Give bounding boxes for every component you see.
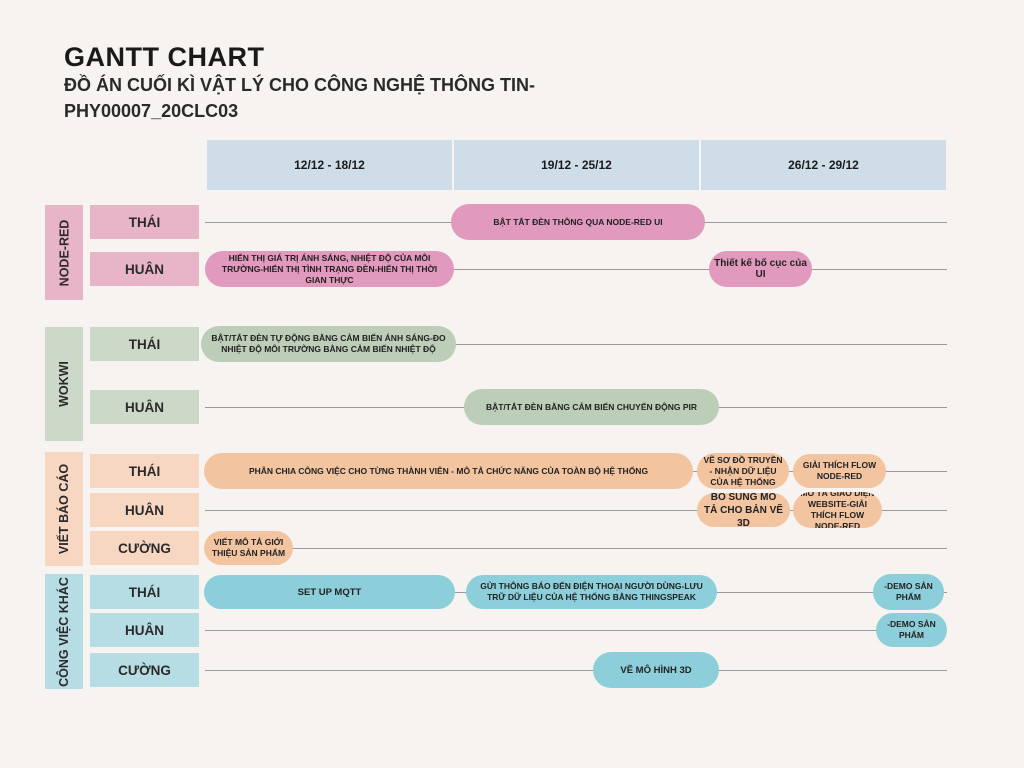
member-label: THÁI bbox=[90, 575, 199, 609]
member-label: CƯỜNG bbox=[90, 653, 199, 687]
member-label: HUÂN bbox=[90, 613, 199, 647]
group-label-text: WOKWI bbox=[57, 361, 72, 407]
period-header: 12/12 - 18/12 bbox=[207, 140, 452, 190]
member-label: THÁI bbox=[90, 454, 199, 488]
task-bar: Thiết kế bố cục của UI bbox=[709, 251, 812, 287]
task-bar: -DEMO SẢN PHẨM bbox=[873, 574, 944, 610]
group-label-1: WOKWI bbox=[45, 327, 83, 441]
period-header: 26/12 - 29/12 bbox=[701, 140, 946, 190]
group-label-text: NODE-RED bbox=[57, 219, 72, 286]
member-label: CƯỜNG bbox=[90, 531, 199, 565]
row-gridline bbox=[205, 510, 947, 511]
chart-title: GANTT CHART bbox=[64, 42, 265, 72]
row-gridline bbox=[205, 548, 947, 549]
group-label-0: NODE-RED bbox=[45, 205, 83, 300]
task-bar: HIỂN THỊ GIÁ TRỊ ÁNH SÁNG, NHIỆT ĐỘ CỦA … bbox=[205, 251, 454, 287]
task-bar: BỔ SUNG MÔ TẢ CHO BẢN VẼ 3D bbox=[697, 493, 790, 527]
group-label-text: CÔNG VIỆC KHÁC bbox=[57, 576, 72, 687]
task-bar: VẼ SƠ ĐỒ TRUYỀN - NHẬN DỮ LIỆU CỦA HỆ TH… bbox=[697, 453, 789, 489]
task-bar: BẬT/TẮT ĐÈN BẰNG CẢM BIẾN CHUYỂN ĐỘNG PI… bbox=[464, 389, 719, 425]
task-bar: VẼ MÔ HÌNH 3D bbox=[593, 652, 719, 688]
member-label: HUÂN bbox=[90, 252, 199, 286]
task-bar: MÔ TẢ GIAO DIỆN WEBSITE-GIẢI THÍCH FLOW … bbox=[793, 492, 882, 528]
task-bar: BẬT/TẮT ĐÈN TỰ ĐỘNG BẰNG CẢM BIẾN ÁNH SÁ… bbox=[201, 326, 456, 362]
member-label: HUÂN bbox=[90, 493, 199, 527]
member-label: THÁI bbox=[90, 205, 199, 239]
group-label-3: CÔNG VIỆC KHÁC bbox=[45, 574, 83, 689]
task-bar: GIẢI THÍCH FLOW NODE-RED bbox=[793, 454, 886, 488]
task-bar: BẬT TẮT ĐÈN THÔNG QUA NODE-RED UI bbox=[451, 204, 705, 240]
row-gridline bbox=[205, 670, 947, 671]
chart-subtitle: ĐỒ ÁN CUỐI KÌ VẬT LÝ CHO CÔNG NGHỆ THÔNG… bbox=[64, 75, 535, 121]
task-bar: SET UP MQTT bbox=[204, 575, 455, 609]
group-label-2: VIẾT BÁO CÁO bbox=[45, 452, 83, 566]
row-gridline bbox=[205, 269, 947, 270]
group-label-text: VIẾT BÁO CÁO bbox=[57, 463, 72, 555]
row-gridline bbox=[205, 630, 947, 631]
member-label: HUÂN bbox=[90, 390, 199, 424]
period-header: 19/12 - 25/12 bbox=[454, 140, 699, 190]
task-bar: -DEMO SẢN PHẨM bbox=[876, 613, 947, 647]
task-bar: PHÂN CHIA CÔNG VIỆC CHO TỪNG THÀNH VIÊN … bbox=[204, 453, 693, 489]
member-label: THÁI bbox=[90, 327, 199, 361]
row-gridline bbox=[205, 344, 947, 345]
task-bar: VIẾT MÔ TẢ GIỚI THIỆU SẢN PHẨM bbox=[204, 531, 293, 565]
task-bar: GỬI THÔNG BÁO ĐẾN ĐIỆN THOẠI NGƯỜI DÙNG-… bbox=[466, 575, 717, 609]
